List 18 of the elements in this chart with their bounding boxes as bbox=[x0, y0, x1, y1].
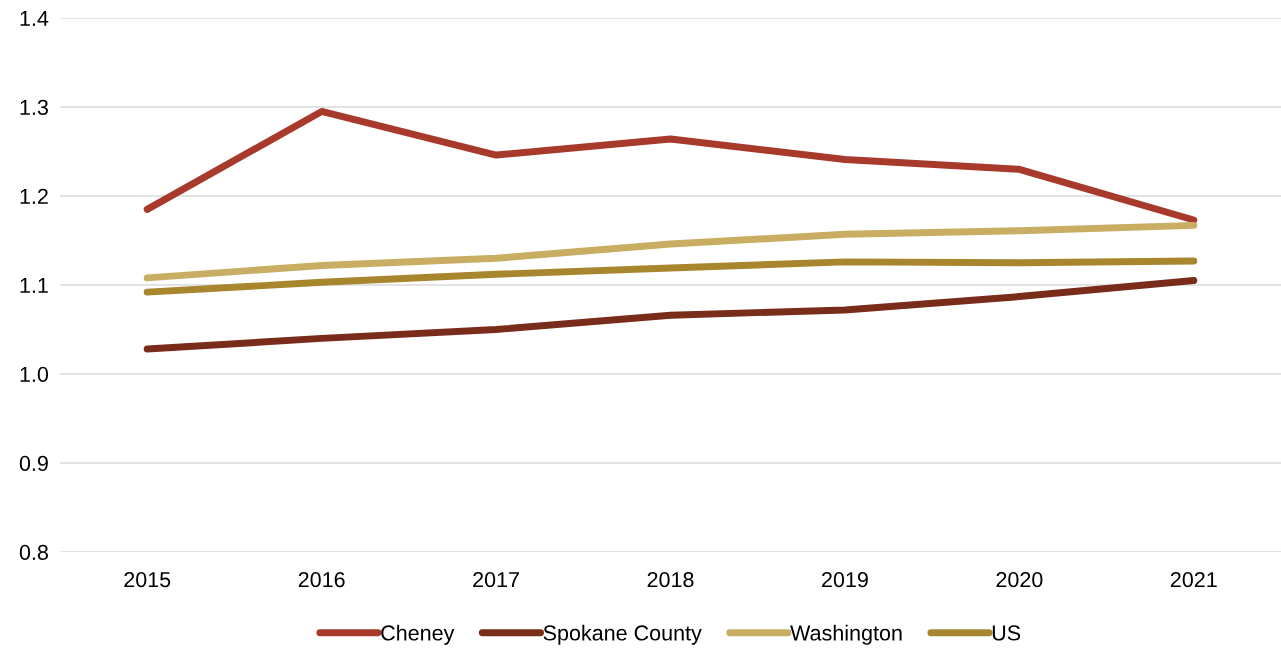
y-tick-label: 1.2 bbox=[20, 188, 48, 204]
y-tick-label: 0.8 bbox=[19, 544, 48, 561]
x-tick-label: 2015 bbox=[124, 572, 171, 588]
x-tick-label: 2016 bbox=[298, 572, 345, 588]
x-tick-label: 2017 bbox=[473, 572, 519, 588]
y-tick-label: 1.3 bbox=[20, 99, 48, 116]
y-tick-label: 1.1 bbox=[20, 277, 48, 293]
legend-label: Spokane County bbox=[543, 624, 702, 645]
y-tick-label: 0.9 bbox=[19, 455, 48, 472]
legend-label: Cheney bbox=[381, 624, 455, 645]
x-tick-label: 2019 bbox=[822, 572, 868, 588]
x-tick-label: 2021 bbox=[1170, 572, 1217, 588]
x-tick-label: 2018 bbox=[647, 572, 694, 588]
legend-label: Washington bbox=[790, 624, 902, 645]
y-tick-label: 1.0 bbox=[20, 366, 49, 383]
y-tick-label: 1.4 bbox=[20, 10, 49, 26]
x-tick-label: 2020 bbox=[996, 572, 1043, 588]
legend-label: US bbox=[992, 625, 1021, 641]
